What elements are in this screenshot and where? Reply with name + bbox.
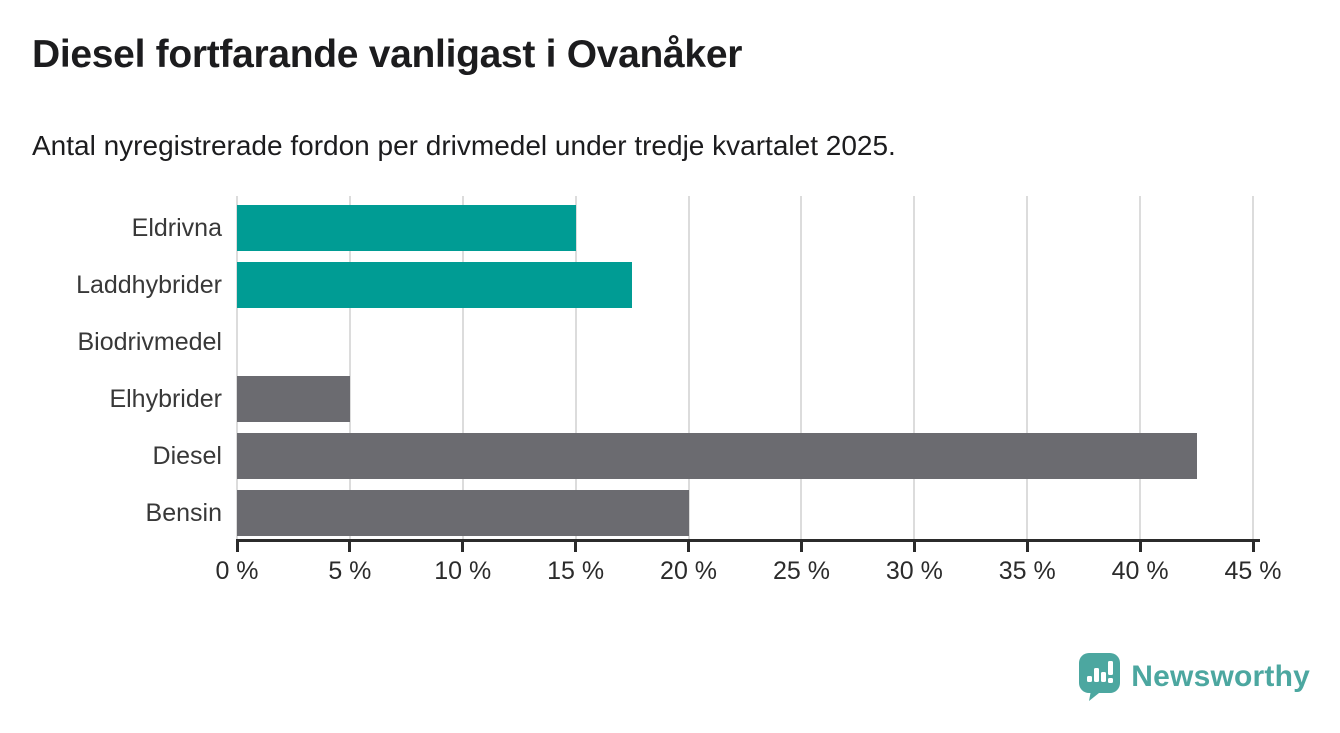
pin-bubble-shape [1079, 653, 1121, 701]
exclamation-bar-glyph [1108, 661, 1114, 675]
x-axis-tick [1138, 542, 1142, 552]
gridline [913, 196, 916, 541]
bar-glyph-tall [1094, 668, 1100, 682]
x-axis-tick-label: 35 % [998, 557, 1056, 585]
gridline [461, 196, 464, 541]
gridline [1252, 196, 1254, 541]
bar-elhybrider [237, 376, 350, 422]
bar-bensin [237, 490, 689, 536]
x-axis-tick-label: 15 % [547, 557, 605, 585]
category-labels: Eldrivna Laddhybrider Biodrivmedel Elhybrid… [0, 196, 222, 541]
category-label: Laddhybrider [76, 271, 222, 299]
x-axis-tick-label: 5 % [328, 557, 372, 585]
newsworthy-pin-barchart-icon [1079, 653, 1121, 701]
gridline [1139, 196, 1142, 541]
x-axis-tick [1025, 542, 1029, 552]
exclamation-dot-glyph [1108, 678, 1114, 683]
x-axis-tick-label: 30 % [885, 557, 943, 585]
gridline [1026, 196, 1029, 541]
x-axis-tick [235, 542, 239, 552]
x-axis-tick-label: 25 % [772, 557, 830, 585]
bar-glyph-medium [1101, 672, 1107, 682]
newsworthy-logo-text: Newsworthy [1131, 660, 1310, 693]
category-label: Bensin [145, 499, 222, 527]
x-axis-tick-label: 45 % [1224, 557, 1282, 585]
category-label: Elhybrider [109, 385, 222, 413]
x-axis-line [236, 539, 1260, 542]
chart-subtitle: Antal nyregistrerade fordon per drivmede… [32, 130, 896, 161]
gridline [574, 196, 577, 541]
plot-area [236, 196, 1254, 541]
gridline [236, 196, 238, 541]
x-axis-tick [1251, 542, 1255, 552]
chart-title: Diesel fortfarande vanligast i Ovanåker [32, 33, 743, 76]
x-axis-tick [799, 542, 803, 552]
bar-diesel [237, 433, 1197, 479]
newsworthy-logo: Newsworthy [1078, 652, 1310, 702]
x-axis-tick-label: 10 % [434, 557, 492, 585]
bar-chart: Eldrivna Laddhybrider Biodrivmedel Elhybrid… [0, 196, 1340, 596]
x-axis-tick [348, 542, 352, 552]
x-axis-tick [912, 542, 916, 552]
category-label: Diesel [152, 442, 222, 470]
bar-eldrivna [237, 205, 576, 251]
x-axis-tick [687, 542, 691, 552]
category-label: Eldrivna [131, 214, 222, 242]
category-label: Biodrivmedel [77, 328, 222, 356]
x-axis-tick [461, 542, 465, 552]
x-axis-tick-label: 0 % [215, 557, 259, 585]
gridline [800, 196, 803, 541]
bar-laddhybrider [237, 262, 633, 308]
x-axis-tick-label: 20 % [660, 557, 718, 585]
x-axis-tick [574, 542, 578, 552]
gridline [687, 196, 690, 541]
bar-glyph-dot [1087, 676, 1093, 682]
x-axis-tick-label: 40 % [1111, 557, 1169, 585]
gridline [348, 196, 351, 541]
